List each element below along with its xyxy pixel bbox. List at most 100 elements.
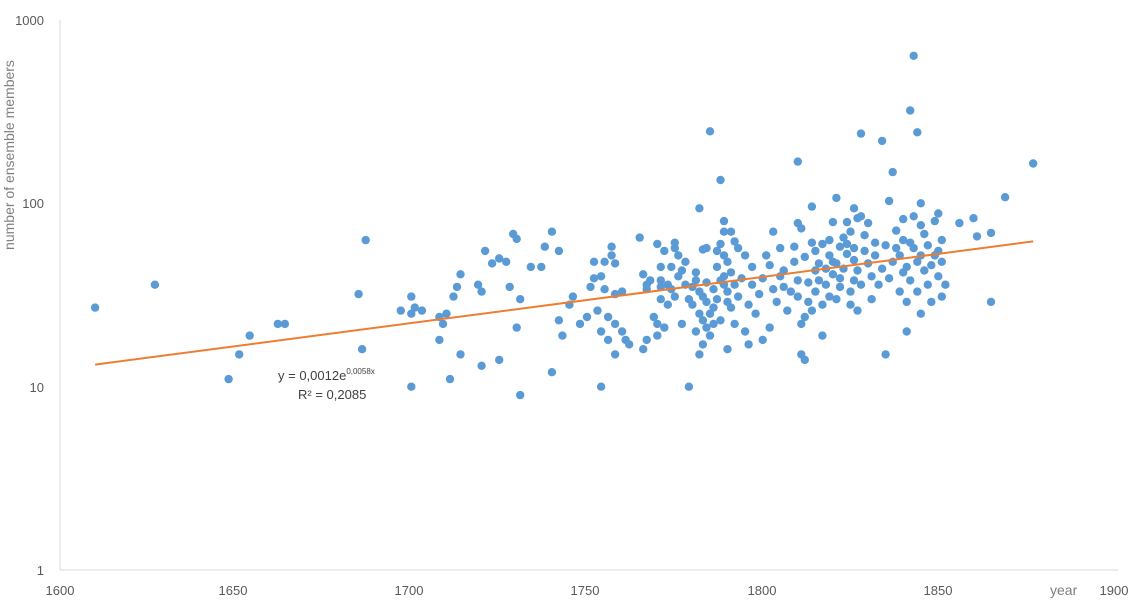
data-point <box>712 295 722 304</box>
data-point <box>842 217 852 227</box>
x-tick-label: 1800 <box>748 583 777 598</box>
data-point <box>927 297 936 307</box>
data-point <box>786 287 795 296</box>
data-point <box>625 340 634 349</box>
data-point <box>558 331 567 340</box>
data-point <box>709 285 718 294</box>
data-point <box>765 323 774 332</box>
data-point <box>800 312 809 322</box>
data-point <box>477 287 486 296</box>
data-point <box>860 231 869 240</box>
equation-exponent: 0,0058x <box>346 367 374 376</box>
trendline <box>94 240 1034 366</box>
data-point <box>656 282 665 292</box>
data-point <box>863 218 873 228</box>
data-point <box>828 217 838 227</box>
data-point <box>969 214 978 223</box>
data-point <box>825 235 834 245</box>
data-point <box>442 309 451 318</box>
data-point <box>986 228 996 238</box>
data-point <box>842 249 852 259</box>
data-point <box>846 227 855 236</box>
data-point <box>593 306 602 315</box>
data-point <box>540 242 549 251</box>
data-point <box>877 264 887 273</box>
data-point <box>589 257 599 266</box>
data-point <box>856 129 866 138</box>
data-point <box>502 257 511 266</box>
data-point <box>821 280 831 289</box>
data-point <box>723 257 732 266</box>
data-point <box>596 272 606 281</box>
data-point <box>832 295 841 304</box>
data-point <box>937 292 946 301</box>
data-point <box>899 235 908 245</box>
data-point <box>839 233 848 242</box>
data-point <box>909 51 918 60</box>
trendline-r-squared: R² = 0,2085 <box>298 387 366 402</box>
data-point <box>410 303 419 312</box>
data-point <box>495 355 504 365</box>
data-point <box>730 319 739 329</box>
data-point <box>607 242 616 251</box>
data-point <box>913 287 922 296</box>
data-point <box>769 227 778 236</box>
data-point <box>800 355 809 365</box>
data-point <box>867 295 876 304</box>
data-point <box>986 297 996 307</box>
data-point <box>941 280 950 289</box>
data-point <box>280 319 290 329</box>
data-point <box>716 175 725 185</box>
y-tick-label: 100 <box>22 196 44 211</box>
data-point <box>916 199 925 208</box>
data-point <box>740 327 750 336</box>
data-point <box>923 280 932 289</box>
data-point <box>670 243 679 253</box>
data-point <box>705 127 715 136</box>
trendline-equation: y = 0,0012e0,0058x <box>278 367 375 383</box>
data-point <box>835 282 845 292</box>
data-point <box>702 243 711 253</box>
data-point <box>849 276 859 285</box>
data-point <box>793 276 802 285</box>
data-point <box>603 335 613 345</box>
data-point <box>684 382 694 391</box>
data-point <box>688 300 697 309</box>
data-point <box>702 323 711 332</box>
data-point <box>719 227 729 236</box>
data-point <box>695 309 704 318</box>
data-point <box>846 287 855 296</box>
data-point <box>835 242 845 251</box>
data-point <box>899 214 908 224</box>
x-axis-title: year <box>1050 582 1078 598</box>
data-point <box>512 234 521 244</box>
data-point <box>445 374 455 384</box>
data-point <box>635 233 644 242</box>
data-point <box>811 246 820 256</box>
data-point <box>870 238 880 247</box>
data-point <box>913 128 922 137</box>
data-point <box>902 262 911 272</box>
data-point <box>407 292 416 301</box>
data-point <box>772 297 781 307</box>
data-point <box>473 280 483 289</box>
data-point <box>906 106 915 115</box>
y-axis-title: number of ensemble members <box>1 60 17 250</box>
data-point <box>776 243 785 253</box>
data-point <box>660 323 669 332</box>
data-point <box>916 309 925 318</box>
data-point <box>639 345 648 354</box>
data-point <box>677 266 687 275</box>
data-point <box>656 262 665 272</box>
data-point <box>705 331 715 340</box>
data-point <box>758 335 767 345</box>
data-point <box>600 257 609 266</box>
data-point <box>884 196 894 206</box>
data-point <box>639 270 648 279</box>
data-point <box>656 276 665 285</box>
data-point <box>726 303 736 312</box>
data-point <box>452 282 462 292</box>
data-point <box>607 251 616 260</box>
x-tick-label: 1600 <box>46 583 75 598</box>
